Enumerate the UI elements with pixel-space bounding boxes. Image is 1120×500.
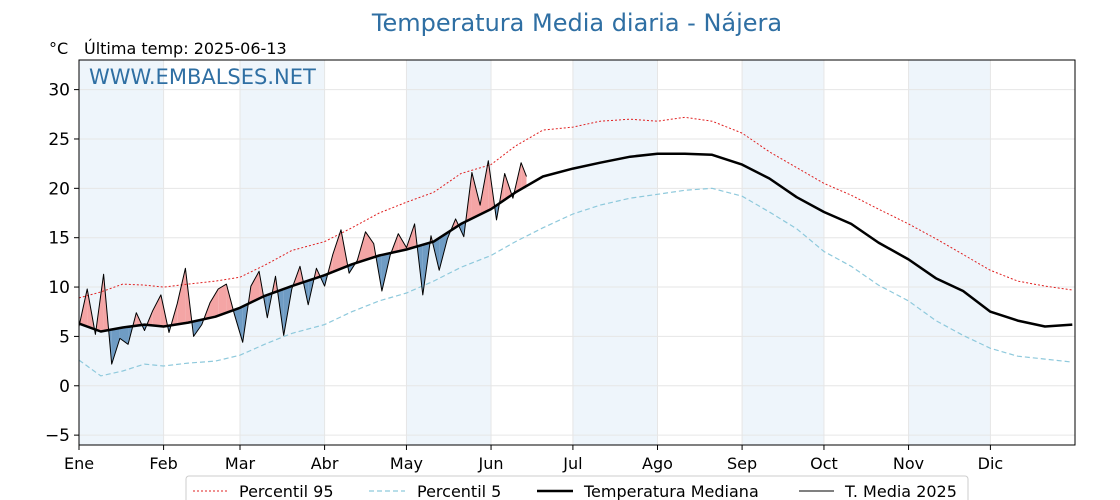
series-lines	[78, 116, 1073, 377]
legend-box	[185, 475, 969, 500]
x-tick-label-sep: Sep	[727, 454, 757, 473]
last-temp-label: Última temp: 2025-06-13	[84, 39, 287, 58]
anomaly-fill-above	[521, 162, 527, 190]
x-tick-label-oct: Oct	[810, 454, 838, 473]
anomaly-fill-above	[218, 284, 227, 316]
month-band-ene	[79, 60, 164, 445]
month-band-mar	[239, 60, 325, 445]
x-tick-label-jul: Jul	[562, 454, 582, 473]
y-tick-label: 10	[48, 278, 70, 298]
anomaly-fill-above	[250, 271, 260, 303]
anomaly-fill-below	[234, 306, 243, 343]
month-band-jul	[572, 60, 658, 445]
y-tick-label: 15	[48, 229, 70, 249]
month-bands	[79, 60, 991, 445]
series-line-current	[78, 160, 527, 365]
x-tick-label-ene: Ene	[64, 454, 94, 473]
y-tick-label: 30	[48, 81, 70, 101]
x-tick-label-nov: Nov	[893, 454, 924, 473]
y-tick-label: 25	[48, 130, 70, 150]
x-tick-label-ago: Ago	[642, 454, 673, 473]
x-tick-label-feb: Feb	[149, 454, 177, 473]
anomaly-fill-below	[193, 319, 202, 337]
y-tick-label: 5	[59, 327, 70, 347]
series-line-median	[78, 152, 1073, 333]
x-tick-label-abr: Abr	[311, 454, 339, 473]
legend: Percentil 95 Percentil 5 Temperatura Med…	[185, 475, 969, 500]
y-axis: −5 0 5 10 15 20 25 30	[45, 81, 79, 446]
x-tick-label-mar: Mar	[225, 454, 256, 473]
anomaly-fill-above	[210, 289, 219, 318]
plot-frame	[78, 59, 1076, 446]
anomaly-fill-above	[365, 231, 374, 260]
watermark: WWW.EMBALSES.NET	[89, 65, 316, 89]
legend-label-p95: Percentil 95	[239, 482, 334, 500]
anomaly-fill-above	[471, 172, 481, 219]
y-tick-label: 0	[59, 377, 70, 397]
y-tick-label: −5	[45, 426, 70, 446]
month-band-nov	[908, 60, 991, 445]
unit-label: °C	[49, 39, 68, 58]
legend-label-p5: Percentil 5	[417, 482, 501, 500]
y-tick-label: 20	[48, 179, 70, 199]
legend-label-median: Temperatura Mediana	[583, 482, 759, 500]
anomaly-fill-below	[119, 326, 129, 345]
month-band-sep	[742, 60, 824, 445]
anomaly-fill-above	[152, 294, 161, 327]
chart-title: Temperatura Media diaria - Nájera	[371, 9, 782, 37]
series-line-p5	[78, 187, 1073, 377]
legend-label-current: T. Media 2025	[844, 482, 957, 500]
anomaly-fill-below	[111, 328, 120, 365]
anomaly-fill-above	[332, 229, 341, 272]
x-tick-label-may: May	[390, 454, 423, 473]
anomaly-fill-above	[177, 268, 186, 325]
x-tick-label-jun: Jun	[478, 454, 504, 473]
x-axis: Ene Feb Mar Abr May Jun Jul Ago Sep Oct Nov Dic	[64, 445, 1003, 473]
x-tick-label-dic: Dic	[978, 454, 1004, 473]
